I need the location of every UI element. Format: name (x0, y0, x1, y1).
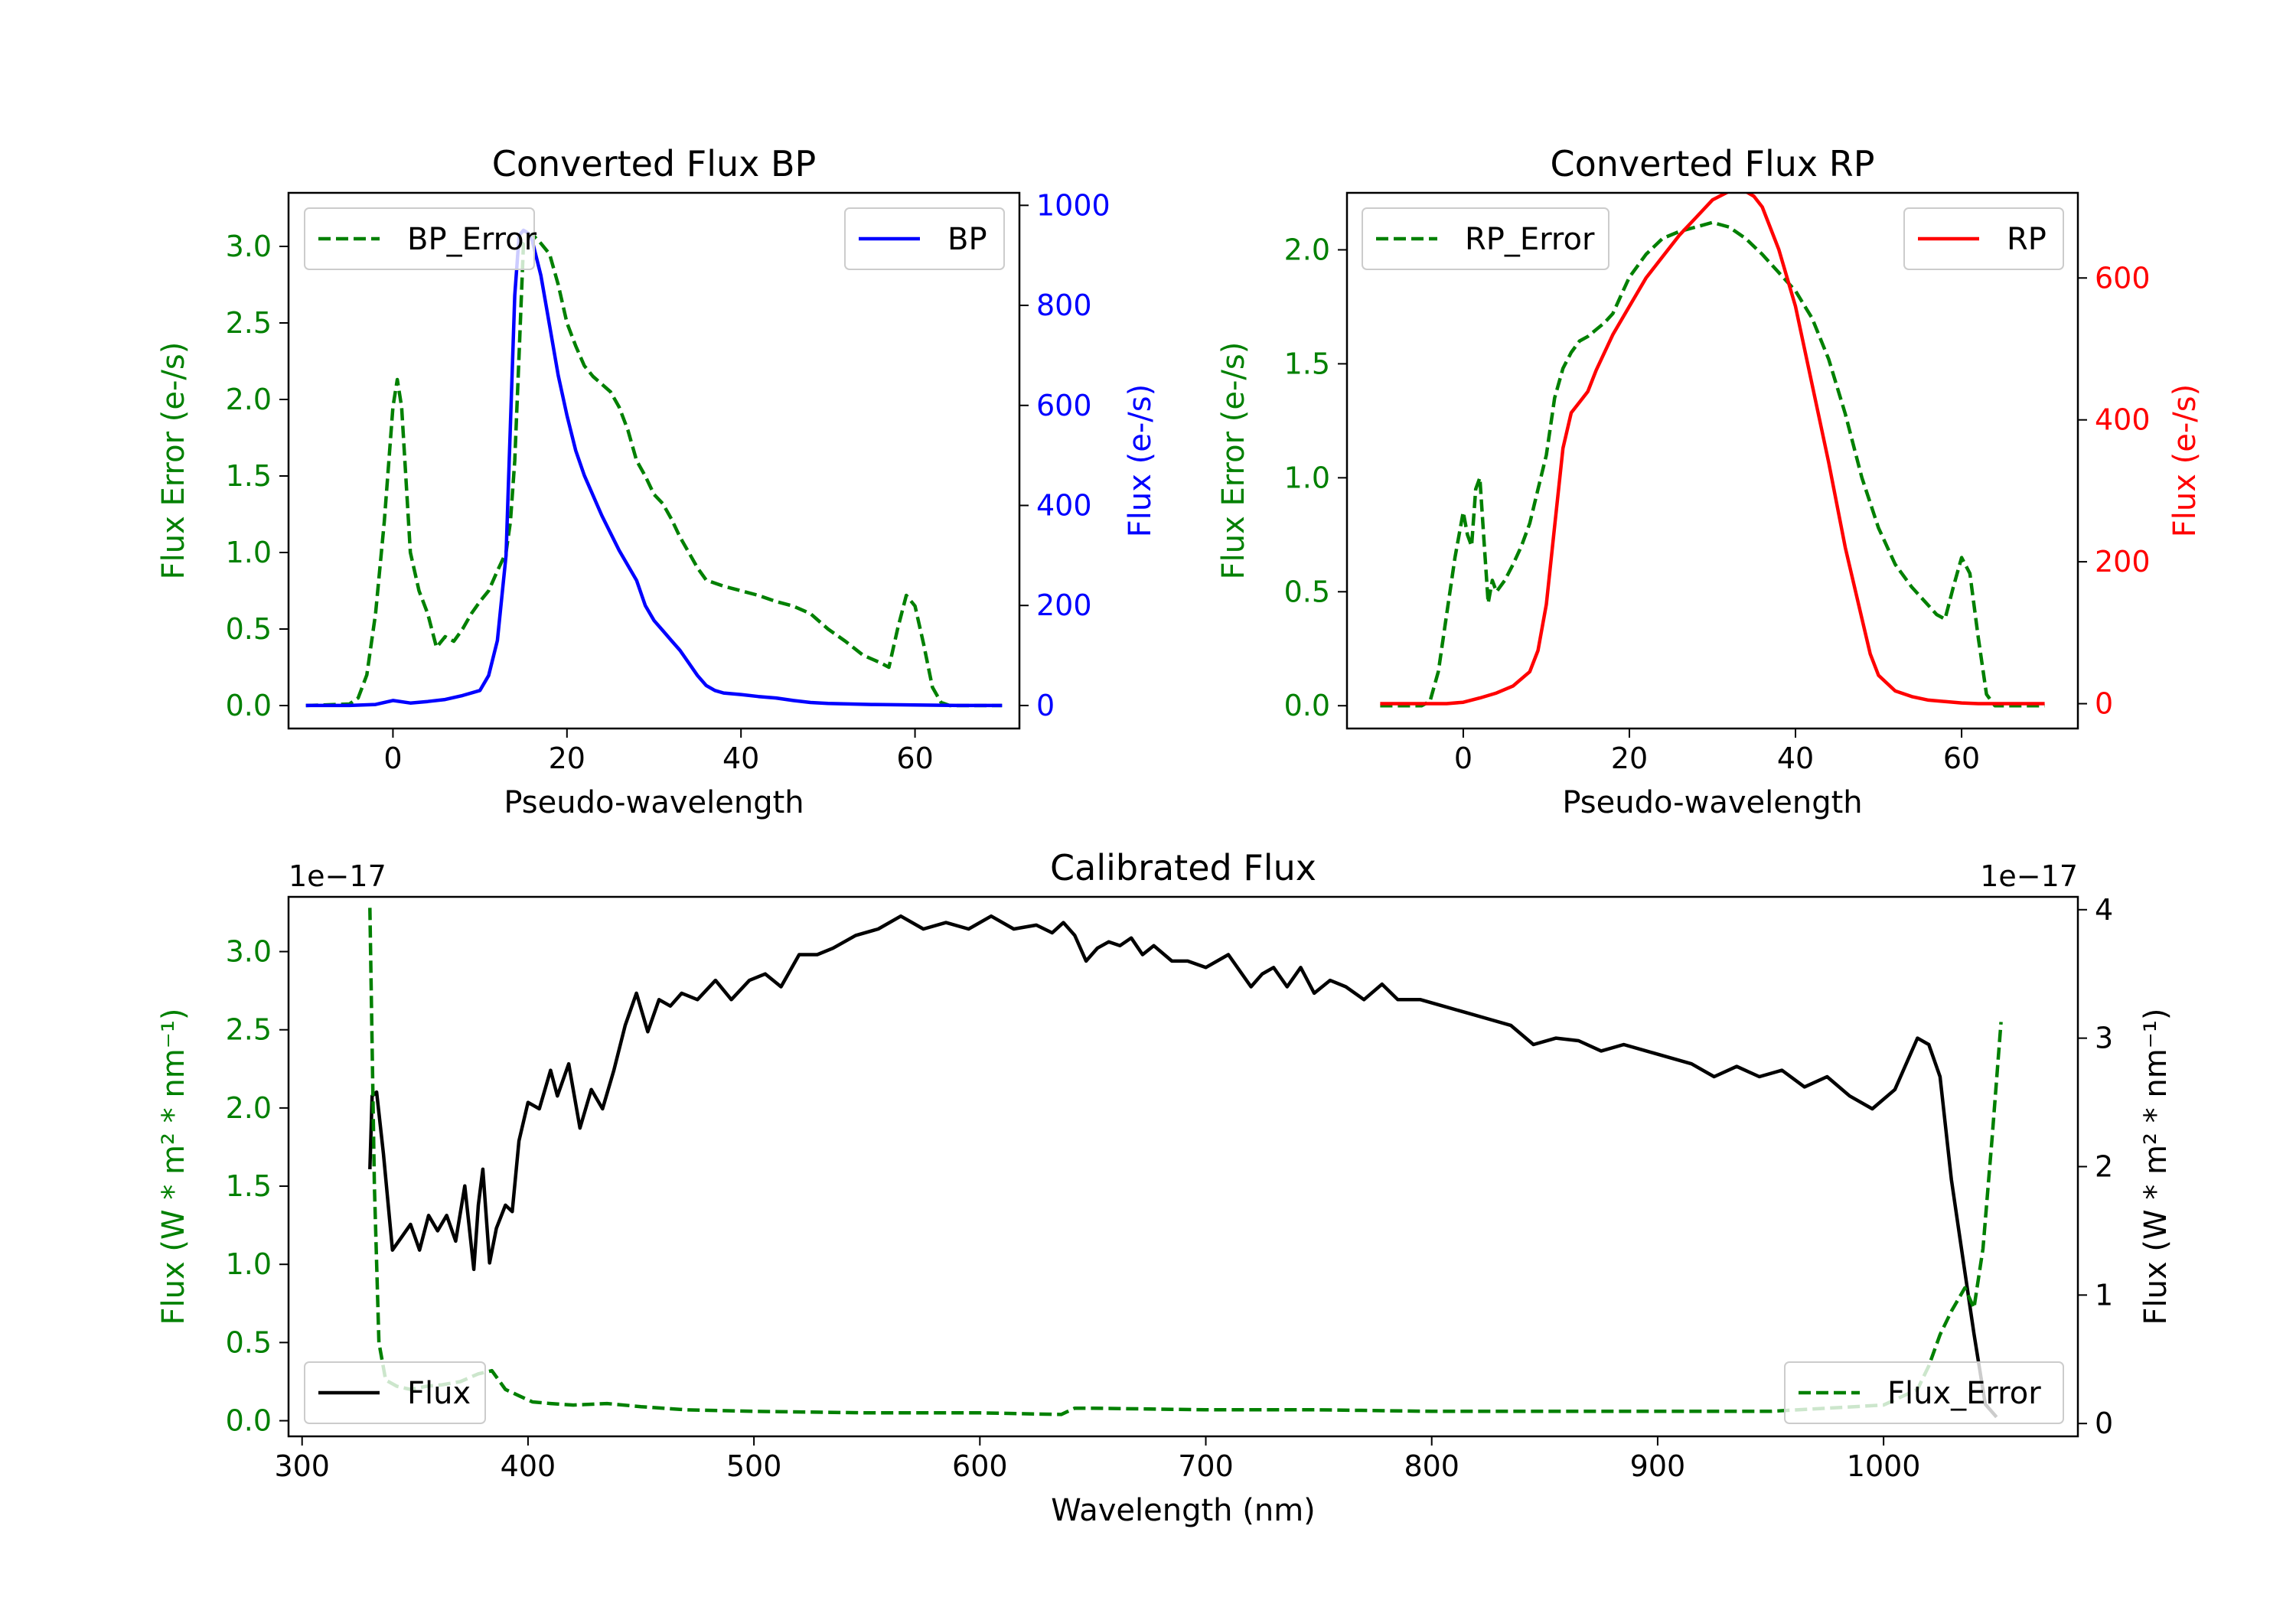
series-rp-error-line (1380, 220, 2045, 708)
y-left-tick-label: 0.5 (226, 1325, 272, 1359)
legend-box (1362, 207, 1609, 270)
y-right-tick-label: 400 (2095, 403, 2151, 437)
y-left-tick-label: 0.0 (1284, 689, 1330, 722)
y-left-tick-label: 2.0 (1284, 233, 1330, 266)
series-bp-error-line (305, 232, 1003, 708)
legend-box (1784, 1361, 2064, 1424)
y-right-tick-label: 600 (2095, 261, 2151, 295)
legend-box (1903, 207, 2064, 270)
y-left-tick-label: 0.5 (1284, 575, 1330, 608)
legend-right: BP (844, 207, 1005, 270)
y-right-axis-label: Flux (e-/s) (1123, 384, 1158, 537)
legend-right: RP (1903, 207, 2064, 270)
y-right-tick-label: 3 (2095, 1022, 2113, 1055)
legend-label: RP (2007, 222, 2047, 257)
cal-chart: Calibrated Flux 300 400 500 600 700 800 900 1000… (156, 847, 2174, 1528)
y-right-tick-label: 1000 (1036, 188, 1110, 222)
chart-title: Converted Flux RP (1551, 143, 1875, 184)
y-left-tick-label: 3.0 (226, 935, 272, 969)
y-left-axis-label: Flux Error (e-/s) (1216, 342, 1251, 580)
y-left-axis-label: Flux (W * m² * nm⁻¹) (156, 1009, 191, 1325)
y-right-tick-label: 0 (2095, 1407, 2113, 1440)
x-tick-label: 500 (726, 1449, 782, 1483)
legend-left: BP_Error (304, 207, 537, 270)
y-left-tick-label: 1.0 (1284, 461, 1330, 494)
x-tick-label: 900 (1630, 1449, 1686, 1483)
y-right-tick-label: 400 (1036, 488, 1092, 522)
y-left-tick-label: 1.5 (226, 459, 272, 493)
x-tick-label: 800 (1404, 1449, 1459, 1483)
legend-label: BP (947, 222, 987, 257)
y-left-tick-label: 1.5 (1284, 347, 1330, 380)
axes-frame (1345, 191, 2079, 730)
x-tick-label: 1000 (1847, 1449, 1921, 1483)
x-tick-label: 300 (274, 1449, 330, 1483)
legend-label: BP_Error (407, 222, 537, 257)
x-axis-label: Wavelength (nm) (1051, 1493, 1316, 1528)
x-tick-label: 700 (1178, 1449, 1234, 1483)
y-right-axis-label: Flux (W * m² * nm⁻¹) (2138, 1009, 2174, 1325)
chart-title: Converted Flux BP (492, 143, 817, 184)
legend-left: RP_Error (1362, 207, 1609, 270)
legend-label: Flux (407, 1376, 471, 1411)
x-axis-label: Pseudo-wavelength (504, 785, 804, 820)
legend-right: Flux_Error (1784, 1361, 2064, 1424)
y-right-tick-label: 600 (1036, 389, 1092, 422)
x-tick-label: 20 (549, 742, 585, 775)
legend-label: RP_Error (1465, 222, 1595, 257)
y-left-tick-label: 2.5 (226, 1013, 272, 1047)
x-tick-label: 40 (722, 742, 759, 775)
y-left-tick-label: 2.0 (226, 383, 272, 416)
y-left-tick-label: 1.0 (226, 1247, 272, 1281)
x-axis-label: Pseudo-wavelength (1562, 785, 1862, 820)
y-right-offset-label: 1e−17 (1980, 859, 2078, 893)
y-right-tick-label: 200 (1036, 588, 1092, 622)
y-right-axis-label: Flux (e-/s) (2167, 384, 2203, 537)
x-tick-label: 40 (1777, 742, 1814, 775)
bp-chart: Converted Flux BP 0 20 40 60 Pseudo-wavelengt… (156, 143, 1158, 820)
x-tick-label: 400 (501, 1449, 556, 1483)
y-right-tick-label: 2 (2095, 1150, 2113, 1184)
legend-label: Flux_Error (1887, 1376, 2041, 1411)
series-flux-line (368, 914, 1998, 1419)
y-right-tick-label: 4 (2095, 893, 2113, 927)
axes-frame (287, 895, 2079, 1438)
legend-box (304, 1361, 486, 1424)
axes-frame (287, 191, 1021, 730)
y-right-tick-label: 800 (1036, 288, 1092, 322)
x-tick-label: 60 (1943, 742, 1980, 775)
y-left-offset-label: 1e−17 (289, 859, 386, 893)
series-bp-line (305, 228, 1003, 708)
y-right-tick-label: 0 (1036, 689, 1055, 722)
legend-box (844, 207, 1005, 270)
x-tick-label: 60 (896, 742, 933, 775)
legend-box (304, 207, 535, 270)
y-right-tick-label: 200 (2095, 545, 2151, 579)
y-left-tick-label: 2.0 (226, 1091, 272, 1125)
x-tick-label: 0 (383, 742, 402, 775)
series-flux-error-line (368, 908, 2003, 1416)
legend-left: Flux (304, 1361, 486, 1424)
y-left-tick-label: 2.5 (226, 306, 272, 340)
y-left-tick-label: 1.0 (226, 536, 272, 569)
y-right-tick-label: 1 (2095, 1278, 2113, 1312)
y-left-tick-label: 3.0 (226, 230, 272, 263)
x-tick-label: 600 (952, 1449, 1008, 1483)
rp-chart: Converted Flux RP 0 20 40 60 Pseudo-wavelengt… (1216, 143, 2203, 820)
chart-title: Calibrated Flux (1050, 847, 1316, 888)
y-left-tick-label: 0.0 (226, 1404, 272, 1438)
y-left-tick-label: 1.5 (226, 1169, 272, 1203)
y-right-tick-label: 0 (2095, 687, 2113, 721)
y-left-axis-label: Flux Error (e-/s) (156, 342, 191, 580)
x-tick-label: 20 (1611, 742, 1648, 775)
y-left-tick-label: 0.0 (226, 689, 272, 722)
x-tick-label: 0 (1454, 742, 1473, 775)
y-left-tick-label: 0.5 (226, 612, 272, 646)
series-rp-line (1380, 193, 2045, 706)
